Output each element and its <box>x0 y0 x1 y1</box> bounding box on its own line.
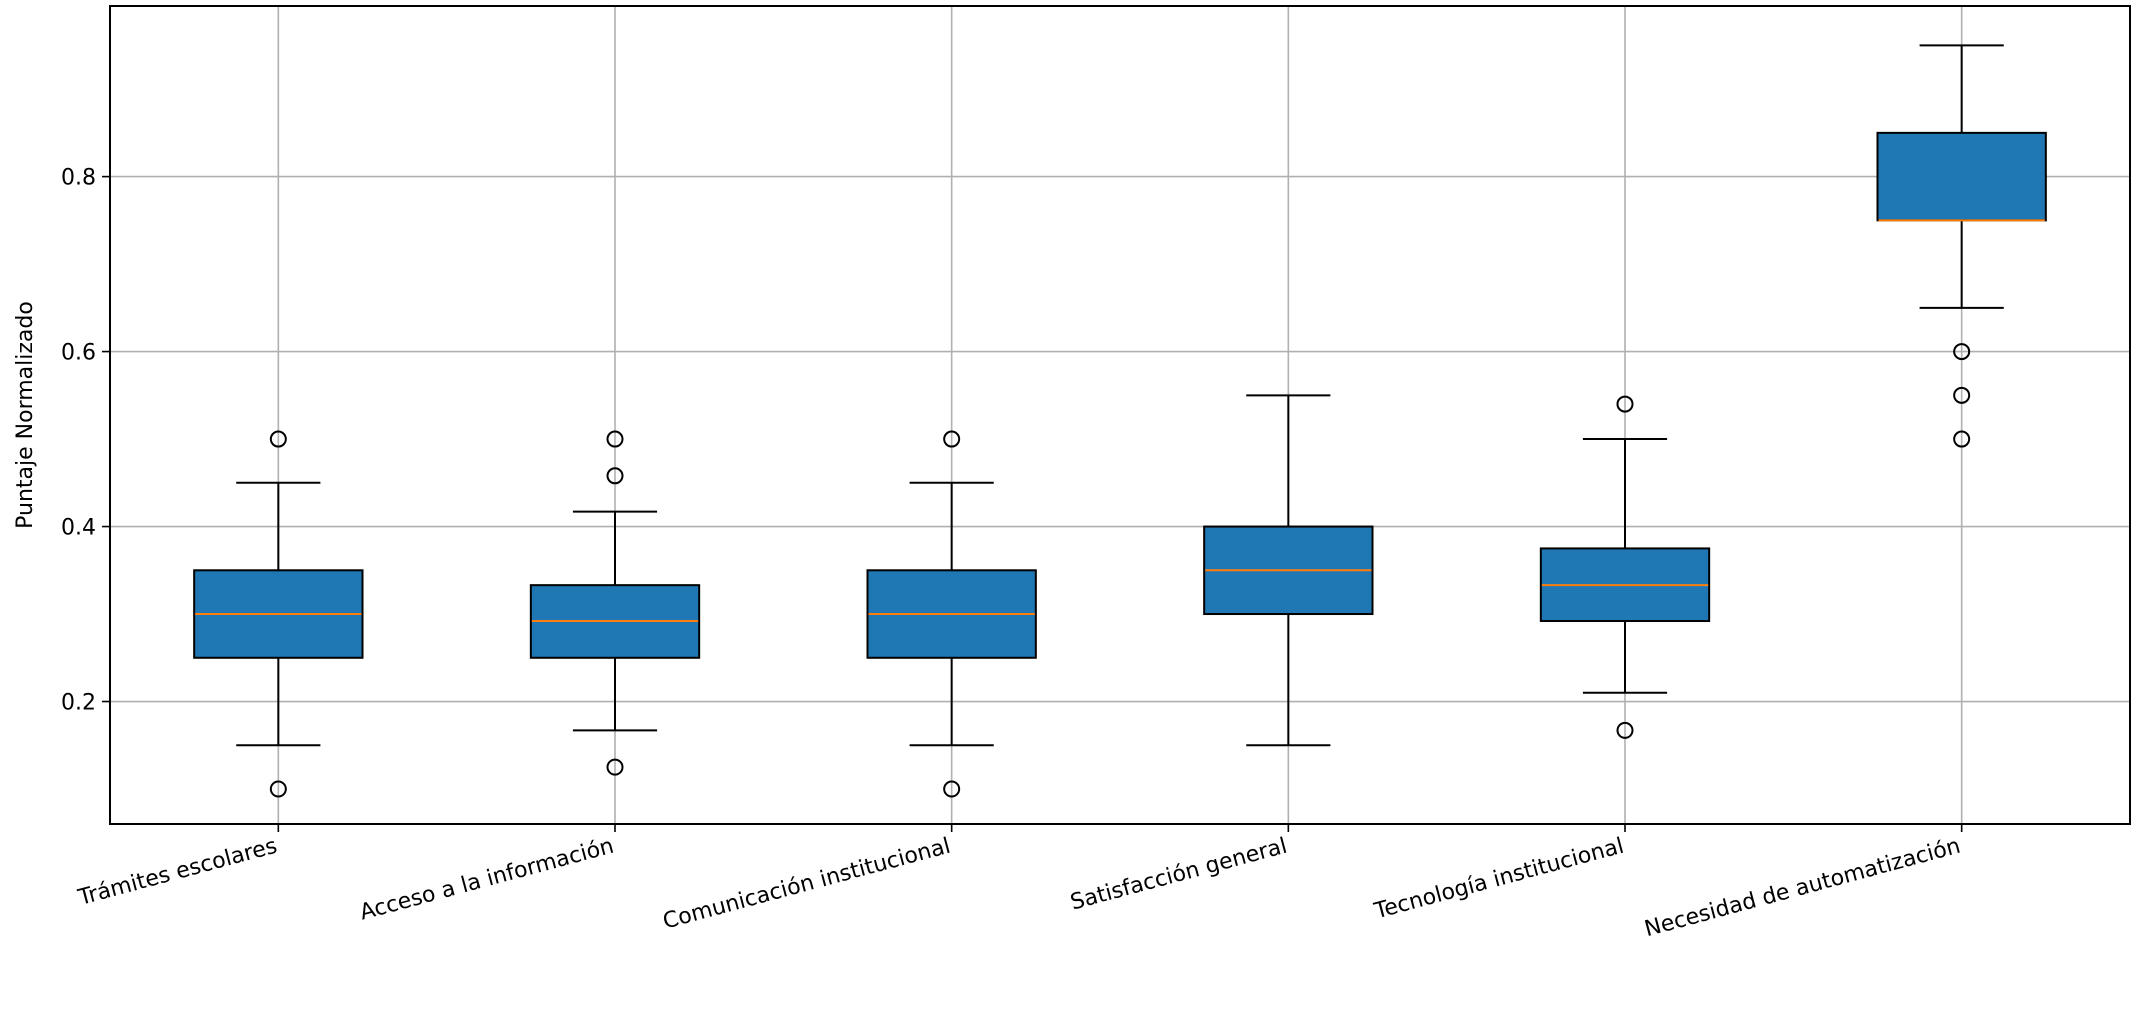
x-tick-label: Necesidad de automatización <box>1642 834 1963 942</box>
box-series <box>193 44 2047 798</box>
outlier-point <box>606 758 624 776</box>
grid-lines <box>110 6 2130 824</box>
outlier-point <box>1953 430 1971 448</box>
outlier-point <box>943 780 961 798</box>
outlier-point <box>1616 395 1634 413</box>
box-group <box>1876 44 2047 448</box>
box-group <box>1539 395 1711 739</box>
x-tick-label: Satisfacción general <box>1068 834 1290 916</box>
x-tick-label: Acceso a la información <box>357 834 616 926</box>
box-group <box>1203 394 1374 747</box>
x-axis-ticks: Trámites escolares Acceso a la informació… <box>75 824 1963 942</box>
box-group <box>193 430 364 798</box>
outlier-point <box>1953 343 1971 361</box>
box-iqr <box>1876 131 2047 222</box>
outlier-point <box>1953 386 1971 404</box>
outlier-point <box>606 467 624 485</box>
outlier-point <box>269 780 287 798</box>
outlier-point <box>606 430 624 448</box>
outlier-point <box>943 430 961 448</box>
box-group <box>529 430 701 776</box>
x-tick-label: Trámites escolares <box>75 834 280 911</box>
y-tick-label: 0.4 <box>61 516 96 541</box>
y-axis-label: Puntaje Normalizado <box>13 301 38 529</box>
plot-area-frame <box>109 5 2131 825</box>
y-axis-ticks: 0.2 0.4 0.6 0.8 <box>61 166 110 716</box>
y-tick-label: 0.8 <box>61 166 96 191</box>
x-tick-label: Tecnología institucional <box>1371 834 1627 925</box>
x-tick-label: Comunicación institucional <box>660 834 953 935</box>
outlier-point <box>269 430 287 448</box>
box-group <box>866 430 1037 798</box>
outlier-point <box>1616 721 1634 739</box>
y-tick-label: 0.2 <box>61 691 96 716</box>
y-tick-label: 0.6 <box>61 341 96 366</box>
